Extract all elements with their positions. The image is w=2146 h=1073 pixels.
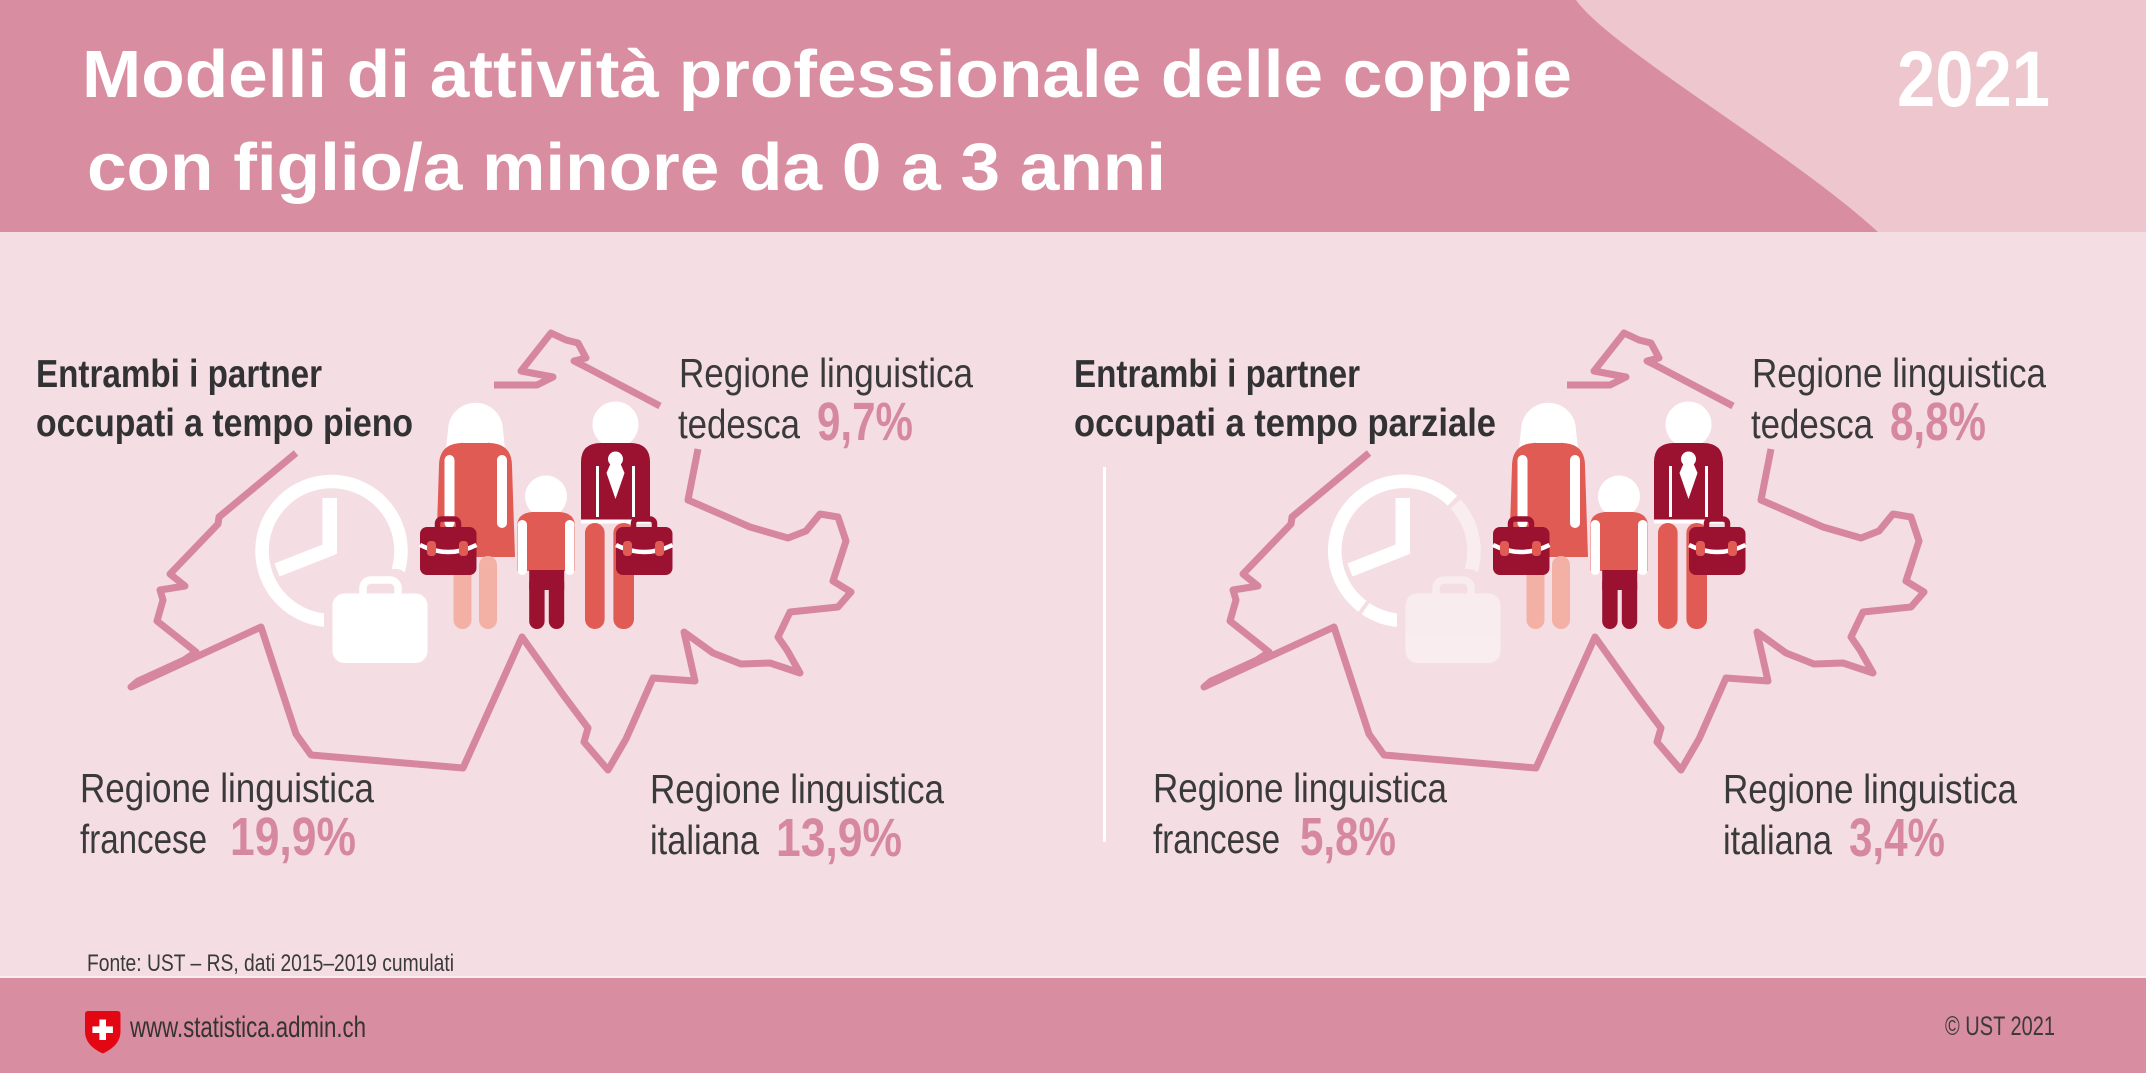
svg-text:Regione linguistica: Regione linguistica	[650, 766, 944, 812]
svg-text:tedesca: tedesca	[678, 401, 800, 447]
svg-text:3,4%: 3,4%	[1849, 808, 1945, 868]
svg-text:Regione linguistica: Regione linguistica	[1723, 766, 2017, 812]
svg-text:occupati a tempo pieno: occupati a tempo pieno	[36, 402, 413, 445]
svg-text:5,8%: 5,8%	[1300, 807, 1396, 867]
svg-text:francese: francese	[80, 816, 207, 862]
svg-text:italiana: italiana	[650, 817, 759, 863]
svg-text:tedesca: tedesca	[1751, 401, 1873, 447]
svg-text:Entrambi i partner: Entrambi i partner	[36, 353, 322, 396]
svg-text:Modelli di attività profession: Modelli di attività professionale delle …	[82, 37, 1572, 112]
svg-text:Regione linguistica: Regione linguistica	[1153, 765, 1447, 811]
svg-text:2021: 2021	[1897, 34, 2050, 123]
svg-text:9,7%: 9,7%	[817, 392, 913, 452]
svg-text:19,9%: 19,9%	[230, 807, 356, 867]
svg-text:www.statistica.admin.ch: www.statistica.admin.ch	[129, 1011, 366, 1044]
svg-text:Entrambi i partner: Entrambi i partner	[1074, 353, 1360, 396]
svg-text:Fonte: UST – RS, dati 2015–201: Fonte: UST – RS, dati 2015–2019 cumulati	[87, 950, 454, 977]
svg-text:Regione linguistica: Regione linguistica	[80, 765, 374, 811]
svg-text:francese: francese	[1153, 816, 1280, 862]
svg-text:occupati a tempo parziale: occupati a tempo parziale	[1074, 402, 1496, 445]
svg-text:8,8%: 8,8%	[1890, 392, 1986, 452]
svg-text:13,9%: 13,9%	[776, 808, 902, 868]
svg-text:con figlio/a minore da 0 a 3 a: con figlio/a minore da 0 a 3 anni	[87, 130, 1166, 205]
svg-text:Regione linguistica: Regione linguistica	[1752, 350, 2046, 396]
svg-text:italiana: italiana	[1723, 817, 1832, 863]
svg-text:Regione linguistica: Regione linguistica	[679, 350, 973, 396]
svg-text:© UST 2021: © UST 2021	[1945, 1011, 2055, 1041]
